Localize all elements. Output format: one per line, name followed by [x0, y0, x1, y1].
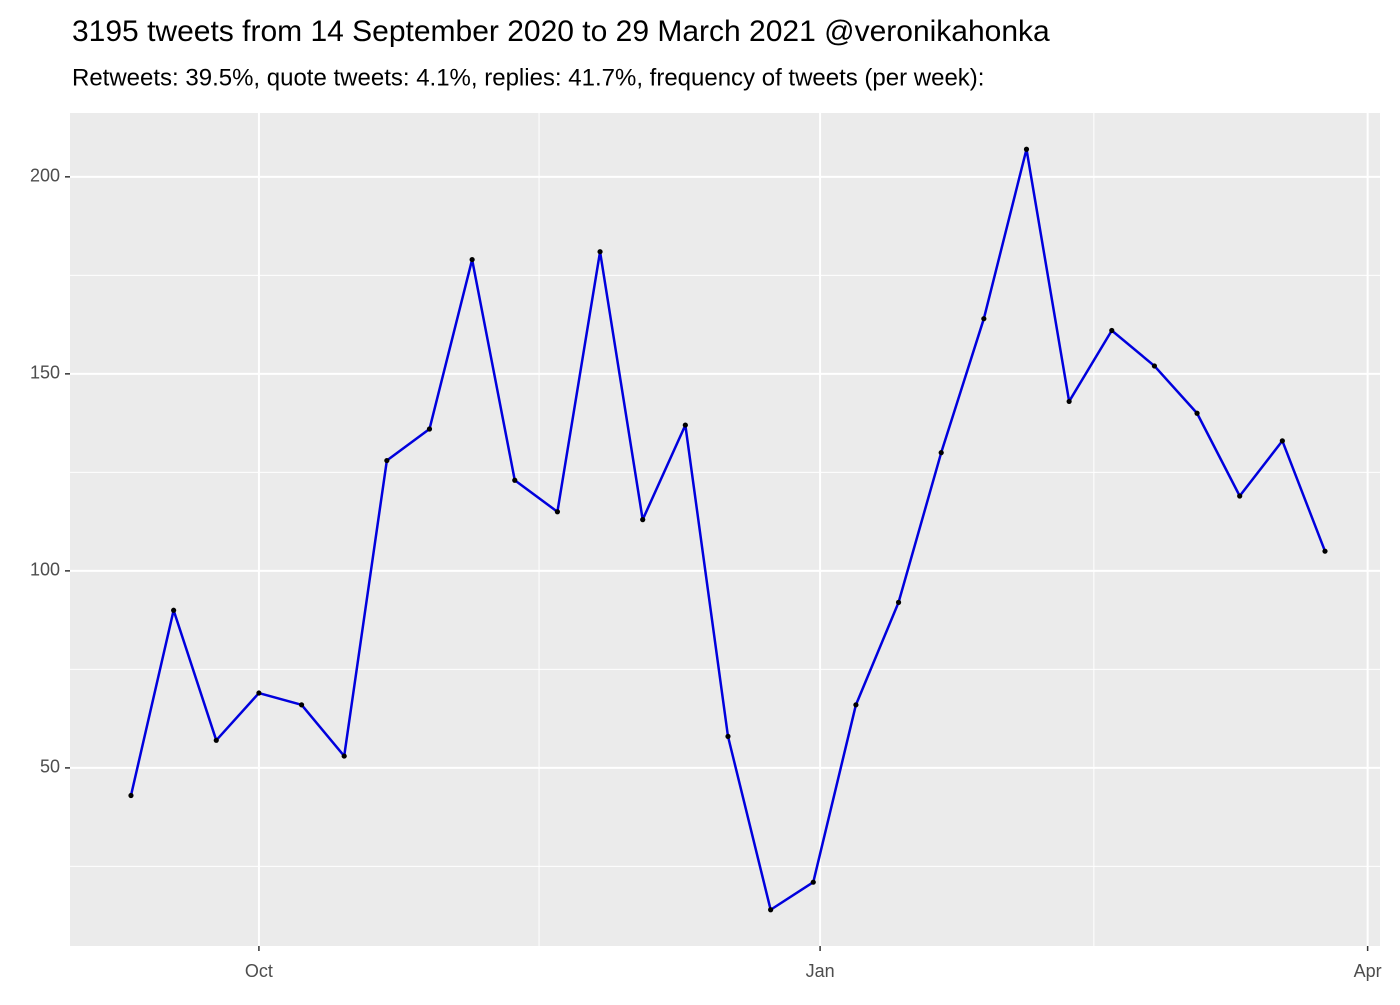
data-point: [341, 753, 347, 759]
x-tick-label: Oct: [245, 961, 273, 981]
chart-title: 3195 tweets from 14 September 2020 to 29…: [72, 15, 1050, 48]
data-point: [1023, 146, 1030, 152]
data-point: [469, 256, 475, 263]
data-point: [298, 702, 305, 708]
data-point: [810, 879, 816, 885]
y-tick-label: 50: [40, 757, 60, 777]
data-point: [1109, 327, 1115, 334]
data-point: [1279, 438, 1285, 444]
data-point: [1322, 548, 1328, 554]
data-point: [640, 517, 646, 523]
data-point: [853, 702, 859, 708]
data-point: [213, 737, 219, 743]
panel: [70, 113, 1380, 946]
data-point: [426, 426, 433, 432]
data-point: [768, 907, 774, 913]
y-tick-label: 200: [30, 166, 60, 186]
data-point: [171, 607, 177, 613]
data-point: [1194, 410, 1200, 416]
chart-subtitle: Retweets: 39.5%, quote tweets: 4.1%, rep…: [72, 64, 984, 91]
data-point: [1237, 493, 1243, 499]
data-point: [725, 733, 731, 739]
data-point: [1151, 363, 1158, 369]
data-point: [256, 690, 262, 696]
x-tick-label: Jan: [806, 961, 835, 981]
data-point: [597, 249, 603, 255]
data-point: [895, 599, 902, 605]
data-point: [554, 509, 561, 515]
data-point: [1066, 398, 1072, 405]
data-point: [682, 422, 688, 428]
data-point: [938, 450, 944, 456]
data-point: [981, 316, 987, 322]
y-tick-label: 100: [30, 560, 60, 580]
data-point: [512, 477, 518, 483]
data-point: [128, 792, 134, 799]
y-tick-label: 150: [30, 363, 60, 383]
data-point: [384, 457, 390, 464]
x-tick-label: Apr: [1354, 961, 1382, 981]
